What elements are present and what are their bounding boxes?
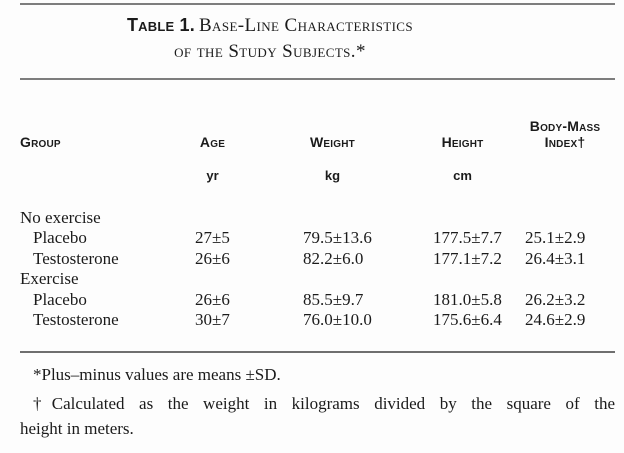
table-title-line2: of the Study Subjects.*	[174, 41, 366, 62]
column-header-group: Group	[20, 134, 61, 150]
header-top-rule	[20, 78, 615, 80]
row-label: Testosterone	[33, 309, 119, 329]
height-value: 177.5±7.7	[433, 228, 502, 248]
top-rule	[20, 3, 615, 5]
height-value: 175.6±6.4	[433, 309, 502, 329]
column-header-bmi: Body-Mass Index†	[529, 118, 601, 150]
height-value	[410, 269, 515, 289]
table-title-line1: Table 1. Base-Line Characteristics	[20, 13, 520, 39]
row-label: No exercise	[20, 208, 101, 227]
height-value: 177.1±7.2	[433, 248, 502, 268]
bmi-value: 25.1±2.9	[525, 228, 586, 248]
column-header-row: Group Age Weight Height Body-Mass Index†	[20, 100, 615, 150]
column-header-weight: Weight	[310, 134, 355, 150]
weight-value	[255, 269, 410, 289]
age-value	[170, 208, 255, 228]
units-row: yr kg cm	[20, 168, 615, 186]
table-row-group-no-exercise: No exercise	[20, 208, 615, 228]
table-body: No exercise Placebo 27±5 79.5±13.6 177.5…	[20, 208, 615, 330]
footnote-rule	[20, 351, 615, 353]
row-label: Placebo	[33, 228, 87, 248]
unit-height: cm	[453, 168, 472, 183]
weight-value: 85.5±9.7	[303, 289, 364, 309]
height-value: 181.0±5.8	[433, 289, 502, 309]
row-label: Testosterone	[33, 248, 119, 268]
bmi-value: 24.6±2.9	[525, 309, 586, 329]
row-label: Placebo	[33, 289, 87, 309]
row-label: Exercise	[20, 269, 79, 289]
bmi-value	[515, 269, 615, 289]
bmi-value: 26.4±3.1	[525, 248, 586, 268]
weight-value: 76.0±10.0	[303, 309, 372, 329]
footnote-asterisk: *Plus–minus values are means ±SD.	[33, 365, 281, 384]
age-value	[170, 269, 255, 289]
table-row-group-exercise: Exercise	[20, 269, 615, 289]
weight-value: 82.2±6.0	[303, 248, 364, 268]
footnote-dagger: †Calculated as the weight in kilograms d…	[20, 391, 615, 441]
weight-value: 79.5±13.6	[303, 228, 372, 248]
table-row-no-exercise-testosterone: Testosterone 26±6 82.2±6.0 177.1±7.2 26.…	[20, 249, 615, 269]
table-row-no-exercise-placebo: Placebo 27±5 79.5±13.6 177.5±7.7 25.1±2.…	[20, 228, 615, 248]
table-row-exercise-testosterone: Testosterone 30±7 76.0±10.0 175.6±6.4 24…	[20, 310, 615, 330]
table-title-text: Base-Line Characteristics	[198, 15, 414, 36]
units-group-empty	[20, 168, 170, 186]
column-header-height: Height	[441, 134, 484, 150]
weight-value	[255, 208, 410, 228]
table-title: Table 1. Base-Line Characteristics of the…	[20, 13, 520, 64]
bmi-value	[515, 208, 615, 228]
height-value	[410, 208, 515, 228]
column-header-age: Age	[199, 134, 226, 150]
unit-age: yr	[206, 168, 219, 183]
bmi-value: 26.2±3.2	[525, 289, 586, 309]
age-value: 30±7	[195, 309, 230, 329]
age-value: 26±6	[195, 289, 230, 309]
footnote-dagger-line1: †Calculated as the weight in kilograms d…	[33, 394, 615, 413]
unit-weight: kg	[324, 168, 341, 183]
age-value: 26±6	[195, 248, 230, 268]
age-value: 27±5	[195, 228, 230, 248]
table-row-exercise-placebo: Placebo 26±6 85.5±9.7 181.0±5.8 26.2±3.2	[20, 290, 615, 310]
units-bmi-empty	[515, 168, 615, 186]
table-number-label: Table 1.	[126, 15, 195, 35]
footnote-dagger-line2: height in meters.	[20, 419, 134, 438]
